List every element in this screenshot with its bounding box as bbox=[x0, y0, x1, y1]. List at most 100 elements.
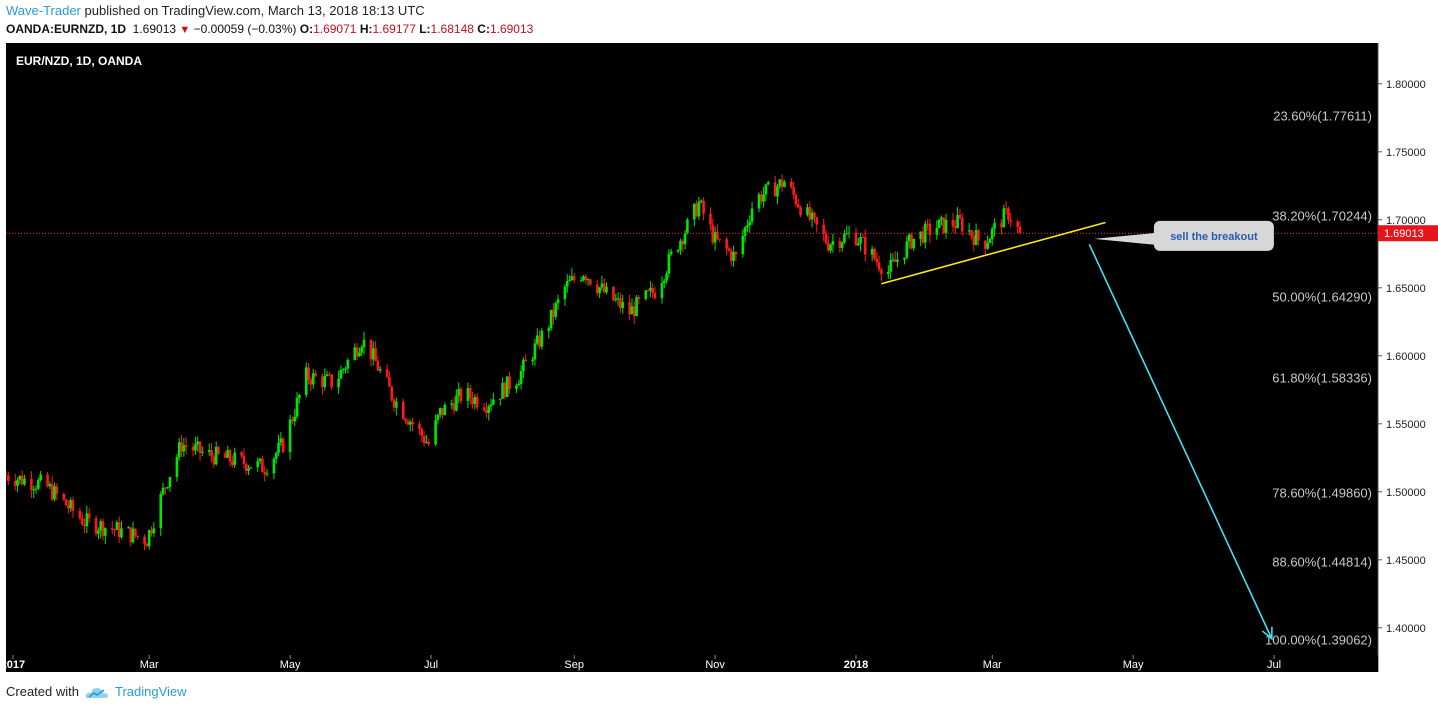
candle-body bbox=[392, 399, 396, 408]
candle-body bbox=[667, 253, 671, 274]
fib-level-label: 61.80%(1.58336) bbox=[1272, 370, 1372, 385]
candle-body bbox=[101, 521, 105, 536]
candle-body bbox=[457, 388, 461, 396]
candle-body bbox=[806, 207, 809, 216]
candle-body bbox=[261, 458, 264, 473]
candle-body bbox=[766, 182, 770, 185]
candle-body bbox=[519, 371, 523, 384]
candle-body bbox=[628, 302, 631, 315]
candle-body bbox=[161, 487, 165, 495]
candle-body bbox=[1016, 221, 1019, 227]
candle-body bbox=[411, 421, 414, 425]
candle-body bbox=[1000, 223, 1003, 228]
price-axis[interactable]: 1.80000 1.75000 1.70000 1.65000 1.60000 1.550… bbox=[1378, 79, 1438, 635]
candle-body bbox=[180, 442, 183, 452]
candle-body bbox=[505, 376, 509, 398]
candle-body bbox=[233, 452, 236, 465]
candle-body bbox=[595, 284, 599, 294]
tradingview-cloud-icon bbox=[85, 687, 108, 698]
candle-body bbox=[328, 374, 331, 376]
candle-body bbox=[977, 230, 980, 241]
candle-body bbox=[778, 179, 782, 187]
candle-body bbox=[240, 452, 243, 456]
time-axis[interactable]: 2017 Mar May Jul Sep Nov 2018 Mar May Jul bbox=[1, 655, 1281, 671]
candle-body bbox=[875, 258, 879, 263]
plot-background bbox=[6, 43, 1378, 655]
candle-body bbox=[859, 237, 862, 244]
tradingview-brand-link[interactable]: TradingView bbox=[114, 684, 187, 699]
candle-body bbox=[695, 203, 698, 217]
candle-body bbox=[501, 382, 504, 399]
candle-body bbox=[97, 530, 100, 534]
price-axis-label: 1.65000 bbox=[1386, 283, 1426, 295]
open-label: O: bbox=[299, 22, 314, 36]
price-axis-label: 1.40000 bbox=[1386, 623, 1426, 635]
candle-body bbox=[702, 200, 705, 214]
price-axis-label: 1.45000 bbox=[1386, 555, 1426, 567]
candle-body bbox=[919, 231, 922, 239]
drawings[interactable]: sell the breakout bbox=[881, 220, 1274, 641]
fib-level-label: 88.60%(1.44814) bbox=[1272, 554, 1372, 569]
candle-body bbox=[217, 446, 220, 454]
close-value: 1.69013 bbox=[489, 22, 534, 36]
candle-body bbox=[420, 428, 424, 436]
candle-body bbox=[556, 299, 560, 304]
candle-body bbox=[619, 297, 622, 308]
candle-body bbox=[993, 223, 996, 229]
fib-level-label: 100.00%(1.39062) bbox=[1265, 633, 1372, 648]
candle-body bbox=[346, 359, 350, 369]
time-axis-label: Jul bbox=[1267, 659, 1281, 671]
candle-body bbox=[492, 399, 495, 405]
candle-body bbox=[582, 276, 585, 281]
candle-body bbox=[773, 182, 777, 197]
candle-body bbox=[843, 233, 846, 243]
candle-body bbox=[99, 521, 103, 531]
candle-body bbox=[434, 420, 437, 445]
chart-area[interactable]: EUR/NZD, 1D, OANDA 23.60%(1.77611) 38.20%… bbox=[1, 43, 1438, 672]
candle-body bbox=[926, 223, 929, 225]
candle-body bbox=[683, 233, 687, 245]
author-link[interactable]: Wave-Trader bbox=[6, 3, 81, 18]
candle-body bbox=[522, 359, 525, 372]
candle-body bbox=[355, 347, 359, 357]
candle-body bbox=[46, 474, 49, 487]
low-value: 1.68148 bbox=[430, 22, 474, 36]
candle-body bbox=[147, 530, 151, 547]
open-value: 1.69071 bbox=[313, 22, 357, 36]
candle-body bbox=[681, 240, 685, 245]
candle-body bbox=[272, 458, 276, 474]
high-value: 1.69177 bbox=[372, 22, 416, 36]
candle-body bbox=[893, 259, 897, 262]
candle-body bbox=[540, 330, 544, 347]
candle-body bbox=[145, 543, 149, 547]
candle-body bbox=[436, 414, 440, 421]
price-chart[interactable]: EUR/NZD, 1D, OANDA 23.60%(1.77611) 38.20%… bbox=[1, 43, 1438, 672]
candle-body bbox=[120, 528, 123, 538]
candle-body bbox=[813, 212, 816, 218]
candle-body bbox=[732, 251, 735, 261]
candle-body bbox=[30, 478, 33, 491]
candle-body bbox=[905, 241, 909, 258]
candle-body bbox=[182, 445, 186, 452]
candle-body bbox=[746, 225, 749, 228]
candle-body bbox=[660, 282, 664, 299]
time-axis-label: Sep bbox=[564, 659, 584, 671]
candle-body bbox=[311, 373, 315, 385]
candle-body bbox=[117, 522, 121, 538]
candle-body bbox=[113, 529, 116, 531]
candle-body bbox=[951, 219, 955, 227]
candle-body bbox=[344, 368, 347, 370]
time-axis-label: Nov bbox=[705, 659, 725, 671]
candle-body bbox=[727, 248, 731, 251]
candle-body bbox=[62, 493, 66, 500]
candle-body bbox=[443, 404, 447, 416]
candle-body bbox=[718, 238, 722, 240]
candle-body bbox=[87, 513, 91, 519]
candle-body bbox=[988, 238, 992, 244]
symbol-info: OANDA:EURNZD, 1D 1.69013 ▼ −0.00059 (−0.… bbox=[6, 22, 533, 36]
candle-body bbox=[621, 302, 625, 308]
candle-body bbox=[471, 398, 474, 404]
fib-level-label: 78.60%(1.49860) bbox=[1272, 486, 1372, 501]
candle-body bbox=[228, 450, 232, 462]
candle-body bbox=[134, 528, 137, 536]
